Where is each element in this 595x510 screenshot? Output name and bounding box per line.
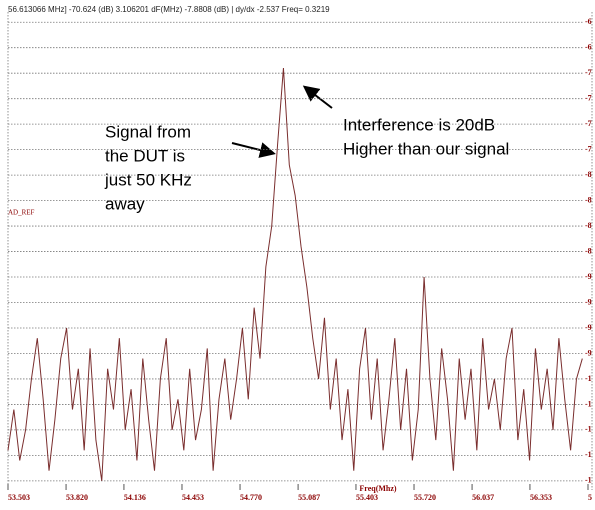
x-tick-label: 56.037 bbox=[472, 493, 494, 502]
annotation: just 50 KHz bbox=[104, 170, 192, 189]
y-tick-label: -9 bbox=[585, 323, 592, 332]
x-tick-label: 55.087 bbox=[298, 493, 320, 502]
x-tick-label: 54.770 bbox=[240, 493, 262, 502]
x-axis-label: Freq(Mhz) bbox=[359, 484, 397, 493]
y-tick-label: -8 bbox=[585, 195, 592, 204]
annotation: Interference is 20dB bbox=[343, 115, 495, 134]
y-tick-label: -1 bbox=[585, 476, 592, 485]
y-tick-label: -1 bbox=[585, 399, 592, 408]
trace bbox=[7, 68, 583, 481]
reference-label: AD_REF bbox=[8, 209, 35, 217]
y-tick-label: -1 bbox=[585, 425, 592, 434]
annotation: Signal from bbox=[105, 122, 191, 141]
y-tick-label: -6 bbox=[585, 43, 592, 52]
y-tick-label: -9 bbox=[585, 297, 592, 306]
x-tick-label: 56.353 bbox=[530, 493, 552, 502]
annotation: Higher than our signal bbox=[343, 139, 509, 158]
y-tick-label: -6 bbox=[585, 17, 592, 26]
y-tick-label: -8 bbox=[585, 246, 592, 255]
y-tick-label: -7 bbox=[585, 144, 592, 153]
annotation: away bbox=[105, 194, 145, 213]
y-tick-label: -8 bbox=[585, 221, 592, 230]
interference-arrow bbox=[302, 85, 333, 109]
x-tick-label: 54.136 bbox=[124, 493, 146, 502]
y-tick-label: -7 bbox=[585, 68, 592, 77]
x-tick-label: 55.720 bbox=[414, 493, 436, 502]
header-readout: 56.613066 MHz] -70.624 (dB) 3.106201 dF(… bbox=[8, 5, 330, 14]
x-tick-label: 53.820 bbox=[66, 493, 88, 502]
x-tick-label: 53.503 bbox=[8, 493, 30, 502]
y-tick-label: -8 bbox=[585, 170, 592, 179]
x-tick-label: 54.453 bbox=[182, 493, 204, 502]
y-tick-label: -1 bbox=[585, 450, 592, 459]
annotation: the DUT is bbox=[105, 146, 185, 165]
y-tick-label: -9 bbox=[585, 348, 592, 357]
y-tick-label: -7 bbox=[585, 93, 592, 102]
y-tick-label: -7 bbox=[585, 119, 592, 128]
y-tick-label: -9 bbox=[585, 272, 592, 281]
signal-arrow bbox=[231, 142, 276, 158]
y-tick-label: -1 bbox=[585, 374, 592, 383]
x-tick-label: 55.403 bbox=[356, 493, 378, 502]
x-tick-label: 5 bbox=[588, 493, 592, 502]
